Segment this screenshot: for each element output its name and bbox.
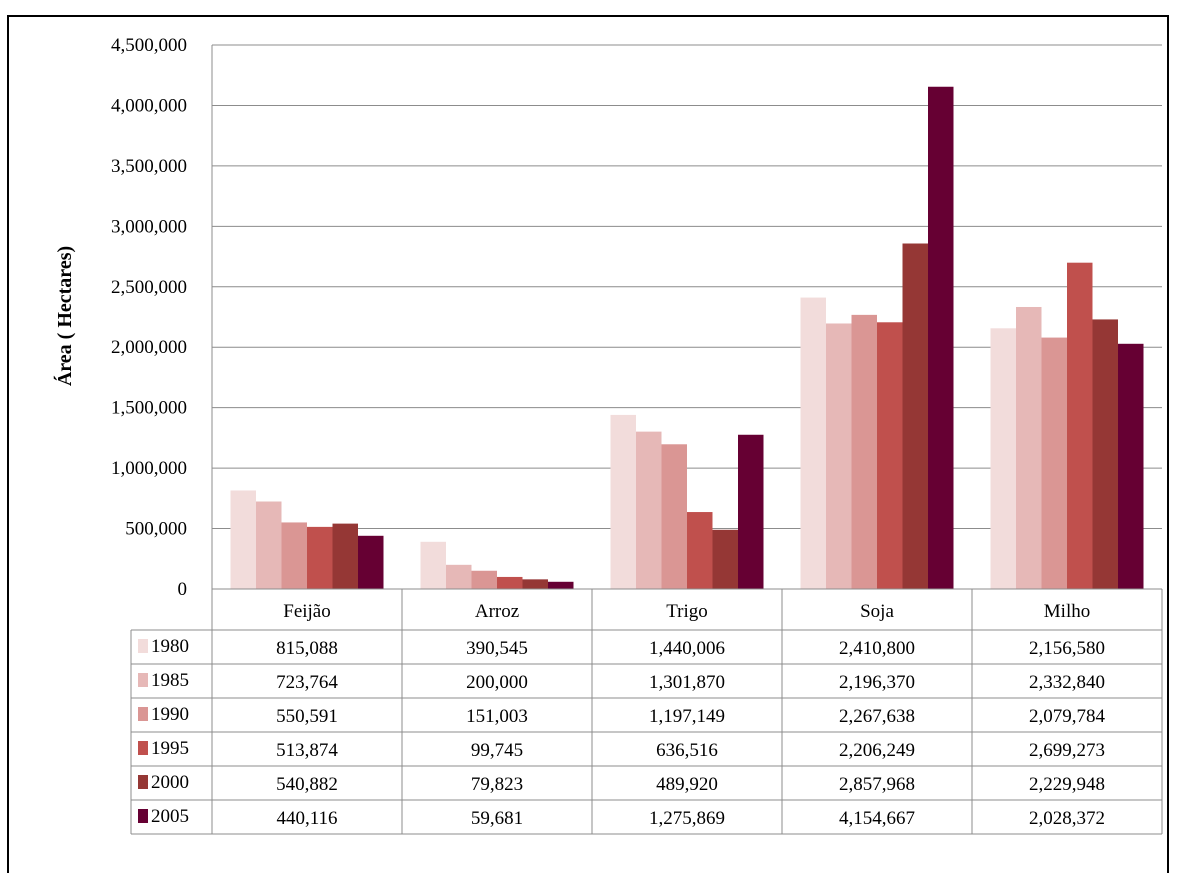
bar-arroz-1985	[446, 564, 472, 589]
legend-key-1980	[138, 639, 148, 653]
legend-key-2005	[138, 809, 148, 823]
table-cell-value: 540,882	[276, 774, 338, 795]
legend-key-2000	[138, 775, 148, 789]
table-cell-value: 151,003	[466, 706, 528, 727]
bar-feijão-1985	[256, 501, 282, 589]
bar-soja-1995	[877, 322, 903, 589]
x-tick-label: Trigo	[666, 601, 708, 622]
bar-feijão-1990	[281, 522, 307, 589]
bar-arroz-1990	[471, 570, 497, 589]
table-cell-value: 2,028,372	[1029, 808, 1105, 829]
table-cell-value: 1,301,870	[649, 672, 725, 693]
bar-arroz-2005	[548, 581, 574, 589]
bar-soja-2000	[902, 243, 928, 589]
x-tick-label: Feijão	[283, 601, 331, 622]
bar-soja-1980	[800, 297, 826, 589]
legend-label: 1990	[151, 704, 189, 725]
legend-label: 1980	[151, 636, 189, 657]
table-cell-value: 59,681	[471, 808, 523, 829]
table-cell-value: 636,516	[656, 740, 718, 761]
table-cell-value: 2,079,784	[1029, 706, 1106, 727]
bar-arroz-1995	[497, 576, 523, 589]
x-tick-label: Soja	[860, 601, 894, 622]
bar-milho-1995	[1067, 262, 1093, 589]
table-cell-value: 440,116	[276, 808, 337, 829]
y-tick-label: 3,500,000	[111, 156, 187, 177]
legend-key-1985	[138, 673, 148, 687]
bars	[230, 86, 1144, 590]
table-cell-value: 2,229,948	[1029, 774, 1105, 795]
bar-milho-2005	[1118, 343, 1144, 589]
y-tick-label: 3,000,000	[111, 216, 187, 237]
table-cell-value: 1,197,149	[649, 706, 725, 727]
bar-trigo-1980	[610, 414, 636, 589]
y-tick-label: 0	[178, 579, 188, 600]
table-cell-value: 2,699,273	[1029, 740, 1105, 761]
y-tick-label: 2,000,000	[111, 337, 187, 358]
bar-arroz-2000	[522, 579, 548, 589]
table-cell-value: 2,156,580	[1029, 638, 1105, 659]
y-axis-ticks: 0 500,000 1,000,000 1,500,000 2,000,000 2,500…	[111, 35, 187, 600]
legend-label: 1985	[151, 670, 189, 691]
bar-feijão-1995	[307, 526, 333, 589]
bar-milho-1985	[1016, 306, 1042, 589]
legend-key-1990	[138, 707, 148, 721]
legend-label: 2000	[151, 772, 189, 793]
bar-trigo-2005	[738, 434, 764, 589]
bar-soja-1985	[826, 323, 852, 589]
bar-trigo-1985	[636, 431, 662, 589]
table-cell-value: 2,196,370	[839, 672, 915, 693]
legend-label: 1995	[151, 738, 189, 759]
y-tick-label: 4,500,000	[111, 35, 187, 56]
bar-soja-1990	[851, 314, 877, 589]
bar-milho-2000	[1092, 319, 1118, 589]
y-tick-label: 4,000,000	[111, 95, 187, 116]
bar-arroz-1980	[420, 541, 446, 589]
data-table: Feijão Arroz Trigo Soja Milho 1980 815,088 390,…	[130, 588, 1163, 835]
table-cell-value: 513,874	[276, 740, 338, 761]
table-cell-value: 550,591	[276, 706, 338, 727]
table-cell-value: 489,920	[656, 774, 718, 795]
table-cell-value: 2,410,800	[839, 638, 915, 659]
chart-frame	[7, 15, 1169, 873]
table-cell-value: 2,206,249	[839, 740, 915, 761]
table-cell-value: 723,764	[276, 672, 338, 693]
table-cell-value: 815,088	[276, 638, 338, 659]
table-cell-value: 390,545	[466, 638, 528, 659]
x-tick-label: Milho	[1044, 601, 1090, 622]
table-cell-value: 200,000	[466, 672, 528, 693]
bar-trigo-1990	[661, 444, 687, 589]
table-cell-value: 4,154,667	[839, 808, 915, 829]
bar-milho-1980	[990, 328, 1016, 589]
bar-trigo-2000	[712, 529, 738, 589]
bar-feijão-1980	[230, 490, 256, 589]
y-tick-label: 1,000,000	[111, 458, 187, 479]
y-tick-label: 2,500,000	[111, 277, 187, 298]
table-cell-value: 99,745	[471, 740, 523, 761]
bar-soja-2005	[928, 86, 954, 590]
legend-label: 2005	[151, 806, 189, 827]
y-tick-label: 1,500,000	[111, 398, 187, 419]
table-cell-value: 2,267,638	[839, 706, 915, 727]
bar-feijão-2005	[358, 535, 384, 589]
bar-trigo-1995	[687, 512, 713, 589]
table-cell-value: 2,857,968	[839, 774, 915, 795]
table-cell-value: 1,275,869	[649, 808, 725, 829]
legend-key-1995	[138, 741, 148, 755]
bar-milho-1990	[1041, 337, 1067, 589]
y-tick-label: 500,000	[125, 519, 187, 540]
table-cell-value: 79,823	[471, 774, 523, 795]
table-cell-value: 1,440,006	[649, 638, 725, 659]
y-axis-label: Área ( Hectares)	[53, 246, 76, 386]
x-tick-label: Arroz	[475, 601, 519, 622]
table-cell-value: 2,332,840	[1029, 672, 1105, 693]
bar-feijão-2000	[332, 523, 358, 589]
